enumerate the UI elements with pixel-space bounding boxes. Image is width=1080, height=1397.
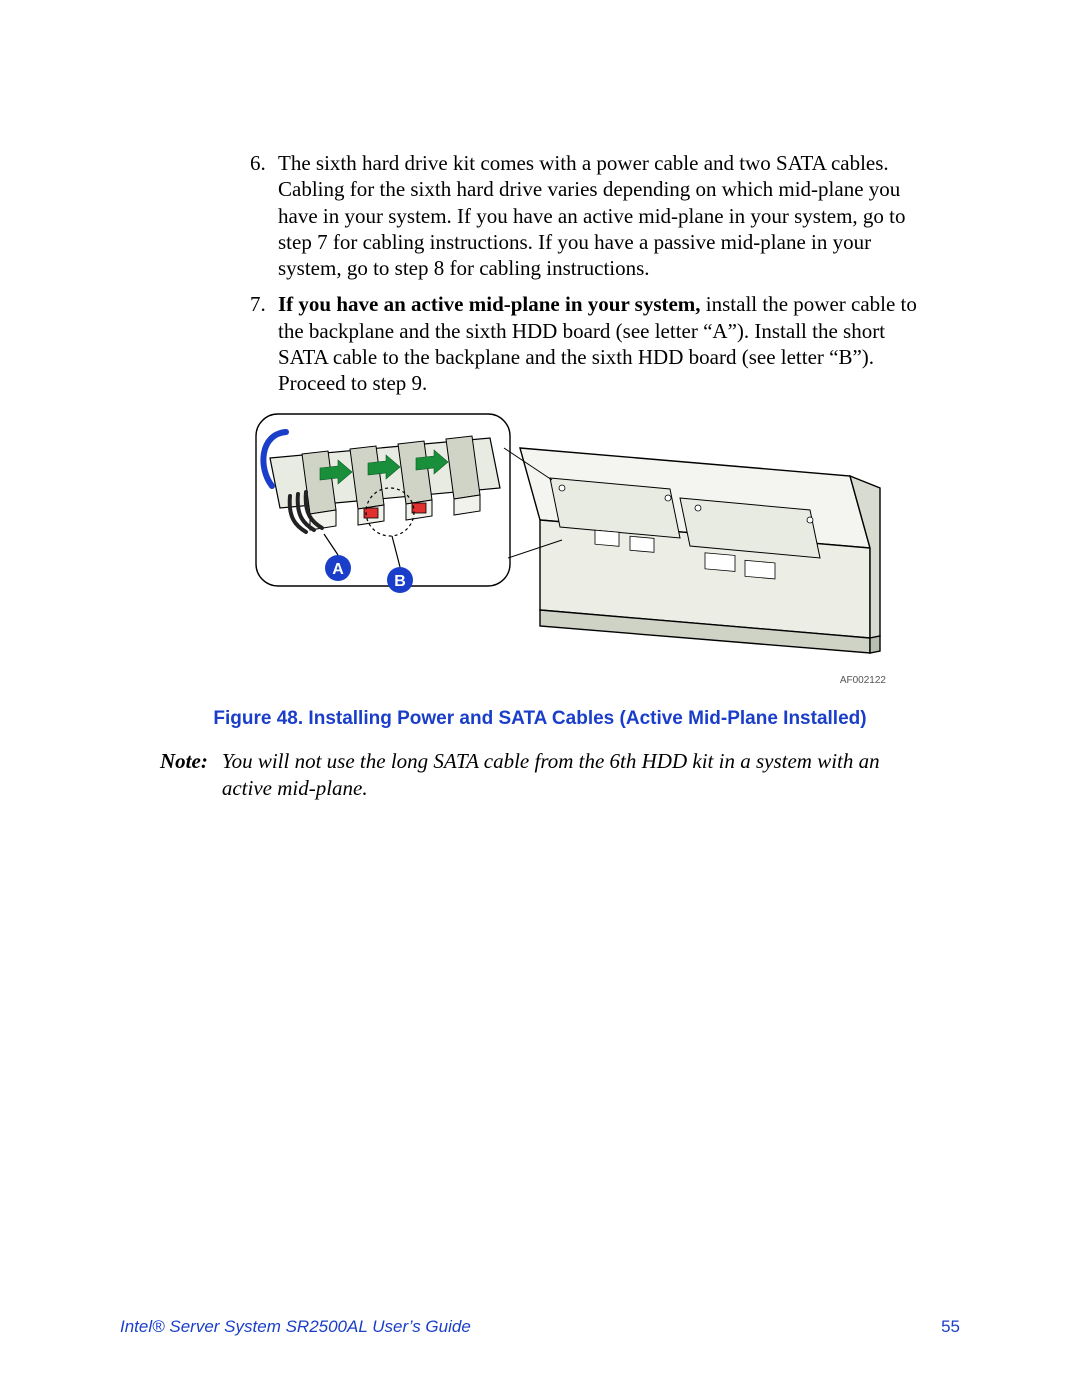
- callout-a-letter: A: [332, 561, 344, 578]
- list-number: 6.: [250, 150, 266, 176]
- list-item-6: 6. The sixth hard drive kit comes with a…: [250, 150, 930, 281]
- figure-id-label: AF002122: [840, 675, 886, 686]
- figure-diagram: A B AF002122: [250, 408, 890, 688]
- list-item-7: 7. If you have an active mid-plane in yo…: [250, 291, 930, 396]
- list-text: The sixth hard drive kit comes with a po…: [278, 151, 906, 280]
- callout-b-letter: B: [394, 573, 406, 590]
- list-bold-lead: If you have an active mid-plane in your …: [278, 292, 701, 316]
- document-page: 6. The sixth hard drive kit comes with a…: [0, 0, 1080, 1397]
- figure-caption-text: Figure 48. Installing Power and SATA Cab…: [213, 708, 866, 729]
- note-body: You will not use the long SATA cable fro…: [222, 748, 920, 801]
- page-footer: Intel® Server System SR2500AL User’s Gui…: [120, 1317, 960, 1337]
- note-block: Note: You will not use the long SATA cab…: [160, 748, 920, 801]
- list-number: 7.: [250, 291, 266, 317]
- footer-page-number: 55: [941, 1317, 960, 1337]
- figure-caption: Figure 48. Installing Power and SATA Cab…: [120, 708, 960, 730]
- note-label: Note:: [160, 748, 208, 801]
- instruction-list: 6. The sixth hard drive kit comes with a…: [220, 150, 960, 396]
- footer-title: Intel® Server System SR2500AL User’s Gui…: [120, 1317, 471, 1337]
